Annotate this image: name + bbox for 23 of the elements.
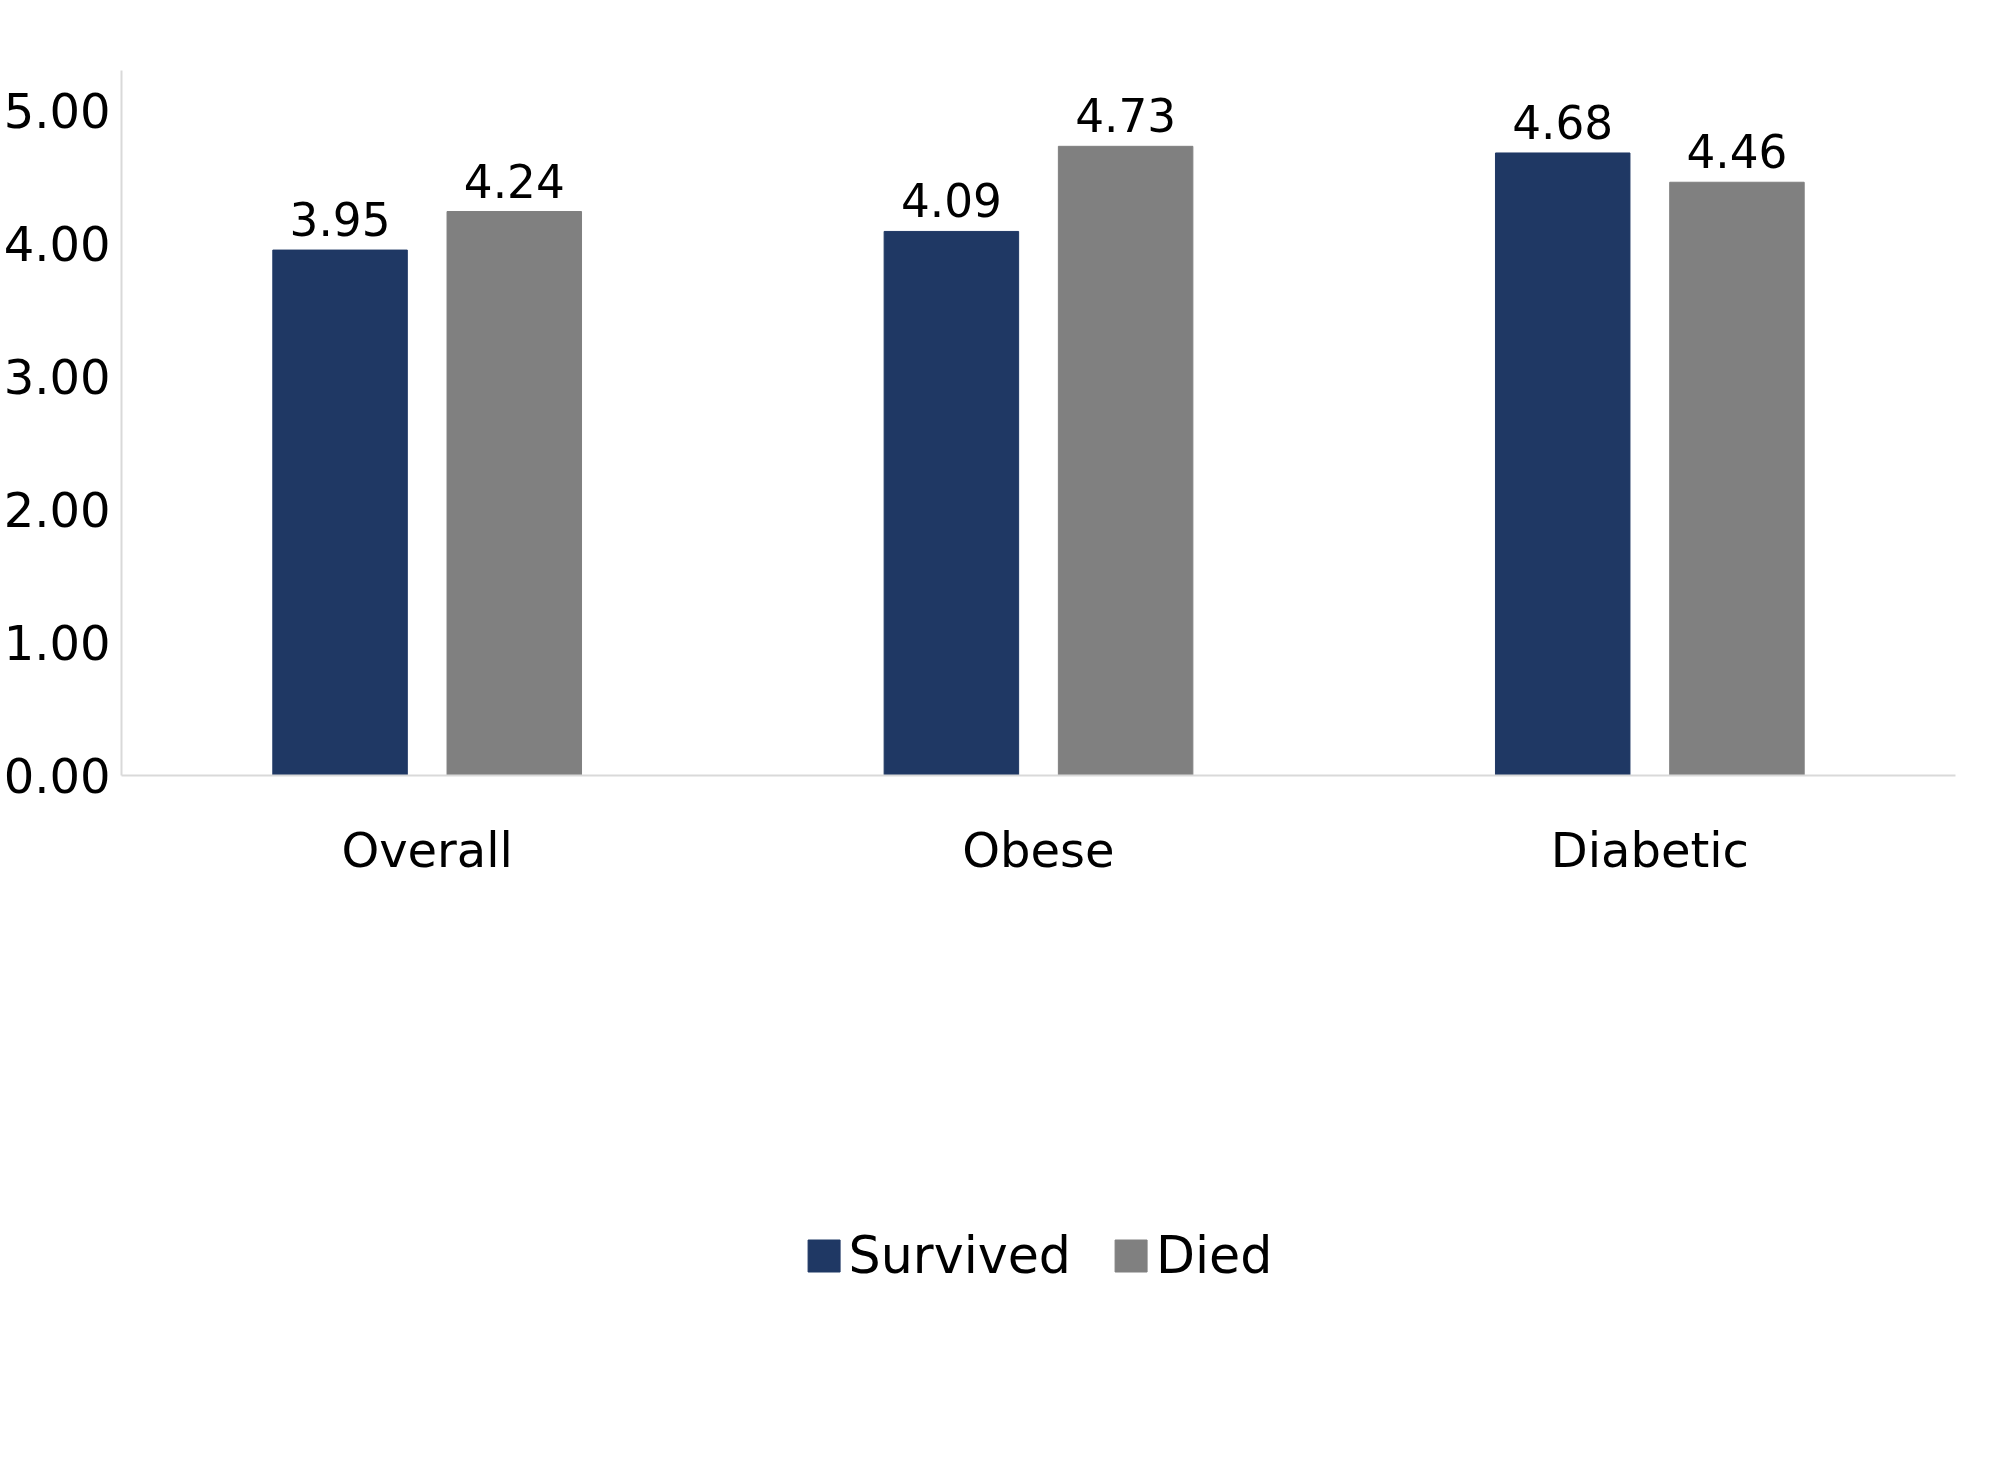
y-tick-label: 2.00	[3, 481, 111, 538]
bar	[1494, 152, 1631, 776]
bar	[883, 230, 1020, 776]
y-tick-label: 0.00	[3, 748, 111, 804]
data-label: 4.68	[1512, 96, 1614, 150]
y-tick-label: 3.00	[3, 348, 111, 405]
x-tick-label: Obese	[962, 821, 1115, 878]
legend-label: Survived	[848, 1225, 1072, 1285]
bar	[1669, 181, 1805, 776]
data-label: 4.73	[1075, 90, 1177, 144]
x-tick-label: Overall	[341, 821, 513, 878]
bar	[1057, 145, 1194, 776]
bar	[272, 249, 408, 776]
y-tick-label: 4.00	[3, 215, 111, 272]
legend-label: Died	[1156, 1225, 1273, 1285]
data-label: 4.24	[463, 155, 565, 209]
data-label: 3.95	[289, 194, 391, 248]
bar	[446, 211, 583, 776]
y-tick-label: 1.00	[3, 614, 111, 671]
data-label: 4.46	[1686, 126, 1788, 180]
y-tick-label: 5.00	[3, 82, 111, 139]
x-tick-label: Diabetic	[1550, 821, 1749, 878]
data-label: 4.09	[900, 175, 1002, 229]
